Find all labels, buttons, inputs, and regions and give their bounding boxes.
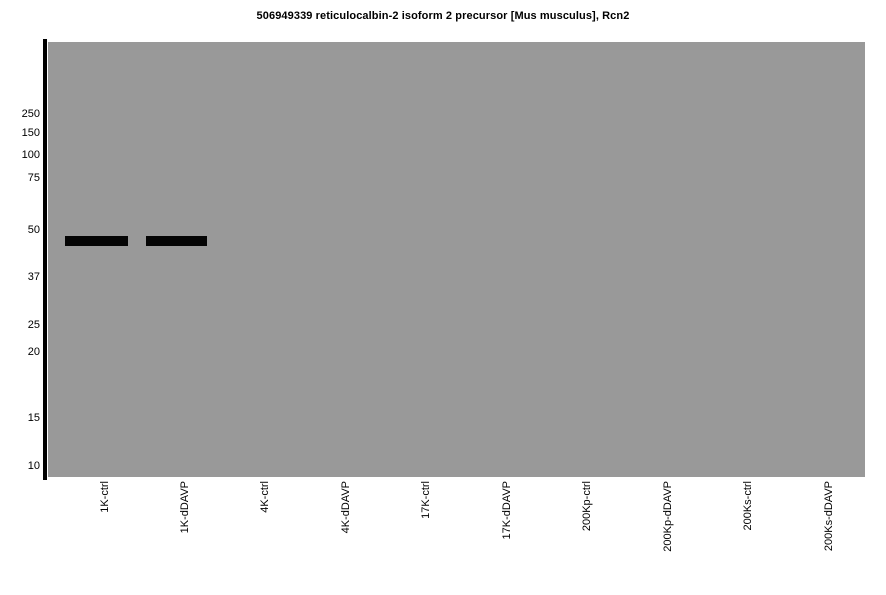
page-title: 506949339 reticulocalbin-2 isoform 2 pre… bbox=[256, 10, 630, 22]
y-tick-label: 20 bbox=[27, 346, 40, 358]
y-tick-label: 250 bbox=[21, 108, 40, 120]
y-axis-tick-labels: 250 150 100 75 50 37 25 20 15 10 bbox=[0, 0, 43, 595]
blot-plot-area bbox=[48, 42, 865, 477]
band-1k-ctrl bbox=[65, 236, 128, 246]
y-tick-label: 25 bbox=[27, 319, 40, 331]
x-tick-label: 200Kp-ctrl bbox=[581, 481, 593, 532]
x-tick-label: 4K-ctrl bbox=[259, 481, 271, 513]
y-tick-label: 150 bbox=[21, 127, 40, 139]
band-1k-ddavp bbox=[146, 236, 207, 246]
x-tick-label: 17K-dDAVP bbox=[501, 481, 513, 540]
x-tick-label: 4K-dDAVP bbox=[340, 481, 352, 534]
y-tick-label: 37 bbox=[27, 271, 40, 283]
x-tick-label: 200Ks-dDAVP bbox=[823, 481, 835, 552]
x-tick-label: 200Ks-ctrl bbox=[742, 481, 754, 531]
y-tick-label: 50 bbox=[27, 224, 40, 236]
y-tick-label: 10 bbox=[27, 460, 40, 472]
x-tick-label: 200Kp-dDAVP bbox=[662, 481, 674, 552]
y-tick-label: 15 bbox=[27, 412, 40, 424]
y-axis-line bbox=[43, 39, 47, 480]
y-tick-label: 100 bbox=[21, 149, 40, 161]
x-tick-label: 17K-ctrl bbox=[420, 481, 432, 519]
x-axis-tick-labels: 1K-ctrl 1K-dDAVP 4K-ctrl 4K-dDAVP 17K-ctrl 17… bbox=[0, 477, 886, 595]
x-tick-label: 1K-ctrl bbox=[99, 481, 111, 513]
y-tick-label: 75 bbox=[27, 172, 40, 184]
x-tick-label: 1K-dDAVP bbox=[179, 481, 191, 534]
